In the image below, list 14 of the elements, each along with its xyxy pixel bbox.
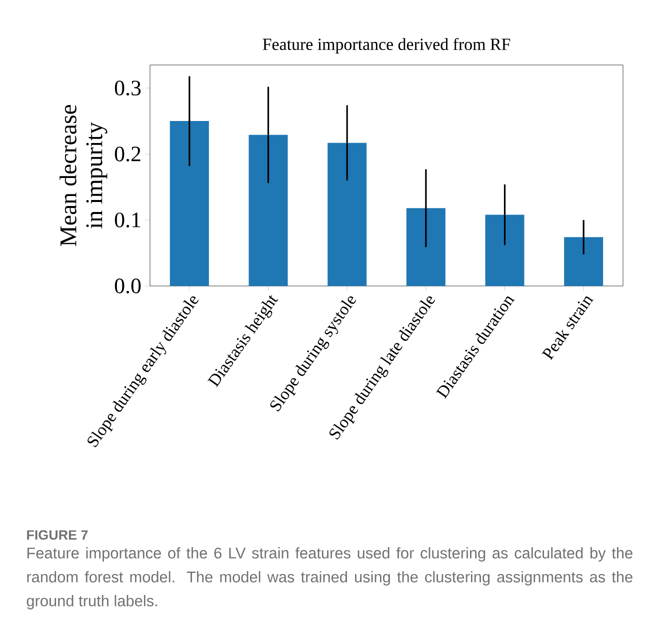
y-tick-label: 0.3 (114, 80, 141, 96)
y-axis-title: Mean decrease in impurity (60, 104, 108, 246)
caption: FIGURE 7 (27, 530, 88, 540)
chart-title: Feature importance derived from RF (262, 38, 510, 54)
bar (248, 134, 288, 286)
y-tick-label: 0.0 (114, 278, 141, 294)
bar (170, 121, 209, 286)
bar (406, 208, 446, 286)
text: Feature importance of the 6 LV strain features used for clustering as calculated by the random forest model. The model was trained using the clustering assignments as the ground truth labels. (26, 547, 632, 610)
bar (485, 214, 524, 286)
y-tick-label: 0.1 (114, 212, 140, 228)
y-tick-label: 0.2 (114, 146, 140, 162)
bar (564, 237, 604, 286)
bar (328, 142, 367, 286)
